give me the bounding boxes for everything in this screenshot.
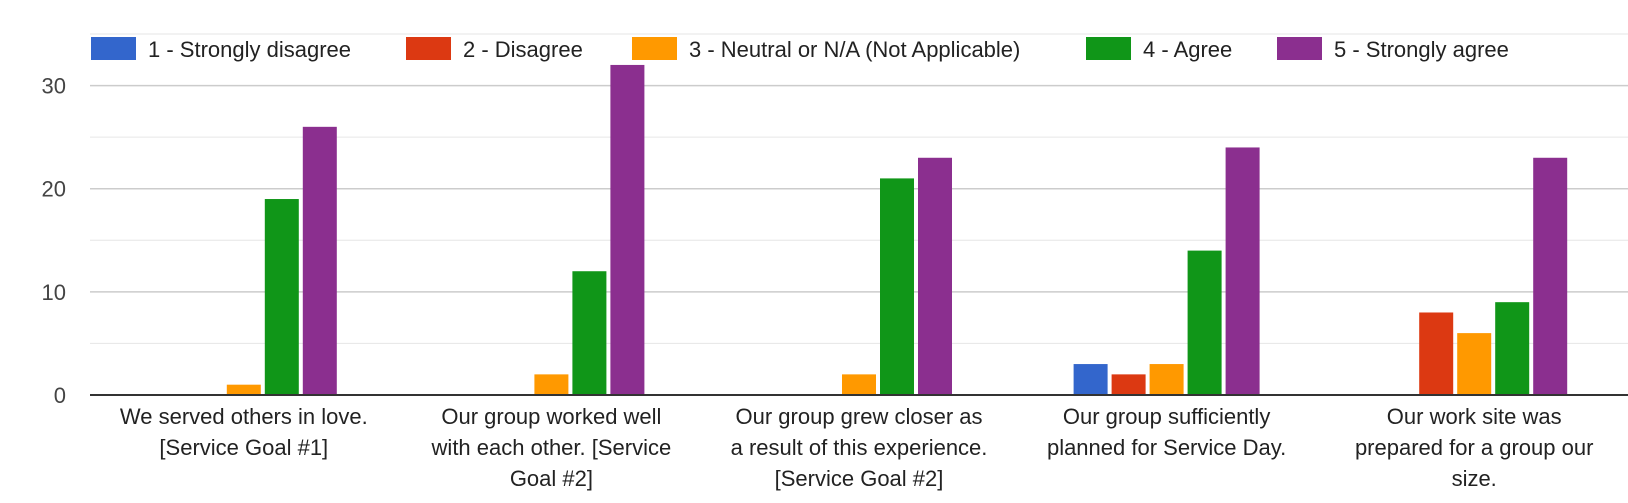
x-category-label: Our group sufficiently planned for Servic… [1047,404,1286,460]
legend-label: 2 - Disagree [463,37,583,62]
bar [918,157,952,395]
legend-swatch [406,37,451,60]
bar [572,271,607,395]
y-tick-label: 0 [54,383,66,408]
y-tick-label: 10 [42,280,66,305]
legend-swatch [91,37,136,60]
bar [842,374,876,395]
bar [264,199,299,395]
legend-swatch [632,37,677,60]
bar [226,384,261,395]
legend-item: 3 - Neutral or N/A (Not Applicable) [632,37,1020,62]
y-tick-label: 30 [42,74,66,99]
bar [1225,147,1260,395]
y-axis: 0 10 20 30 [42,74,66,408]
legend-item: 1 - Strongly disagree [91,37,351,62]
bar [1457,333,1492,395]
x-category-label: Our group grew closer as a result of this… [731,404,988,491]
bar [534,374,569,395]
bar [1495,302,1530,395]
x-axis: We served others in love. [Service Goal #… [90,394,1628,491]
legend-item: 5 - Strongly agree [1277,37,1509,62]
bar [880,178,914,395]
legend-label: 4 - Agree [1143,37,1232,62]
gridlines [90,33,1628,344]
bar [1073,364,1108,395]
bar [1111,374,1146,395]
x-category-label: Our work site was prepared for a group ou… [1355,404,1594,491]
x-category-label: Our group worked well with each other. [S… [431,404,672,491]
legend: 1 - Strongly disagree 2 - Disagree 3 - Neu… [91,37,1509,62]
legend-label: 5 - Strongly agree [1334,37,1509,62]
legend-label: 1 - Strongly disagree [148,37,351,62]
legend-label: 3 - Neutral or N/A (Not Applicable) [689,37,1020,62]
bar [302,126,337,395]
bar [1149,364,1184,395]
bar [610,64,645,395]
legend-item: 2 - Disagree [406,37,583,62]
bars [226,64,1568,395]
bar [1419,312,1454,395]
legend-swatch [1277,37,1322,60]
legend-item: 4 - Agree [1086,37,1232,62]
legend-swatch [1086,37,1131,60]
bar [1533,157,1568,395]
bar [1187,250,1222,395]
x-category-label: We served others in love. [Service Goal #… [120,404,368,460]
y-tick-label: 20 [42,177,66,202]
